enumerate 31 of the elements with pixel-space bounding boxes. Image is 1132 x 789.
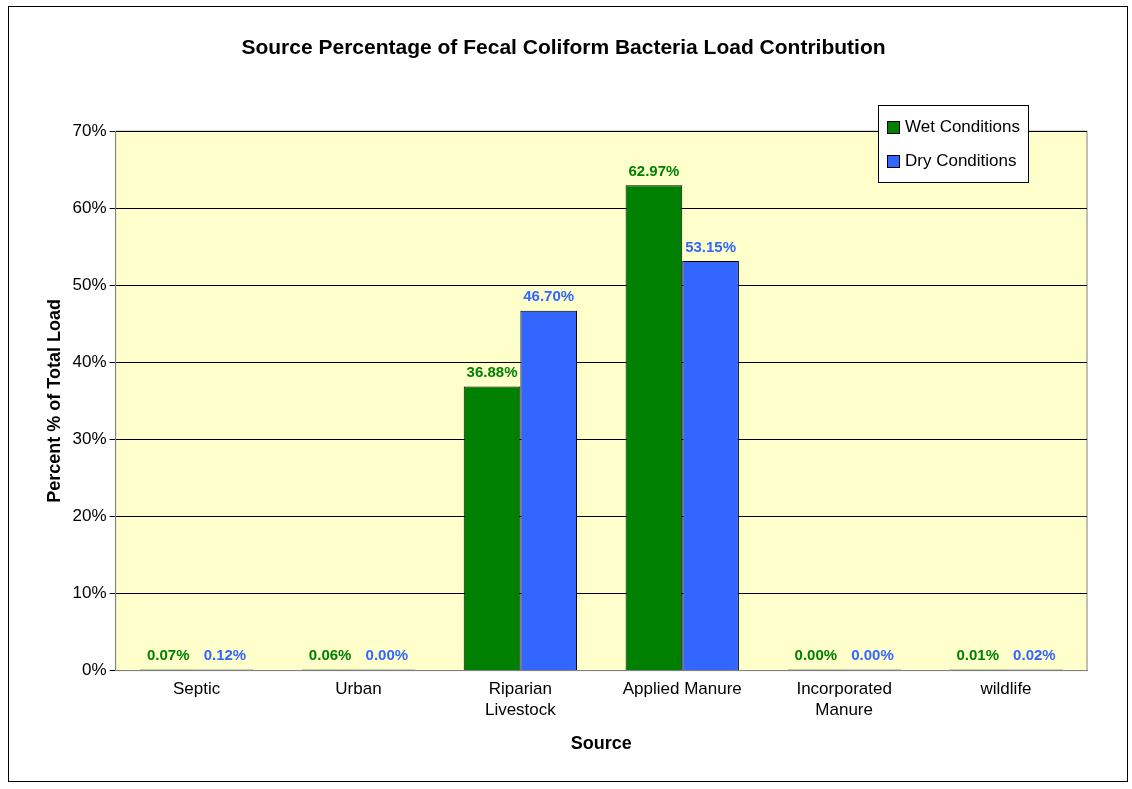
x-tick-label: Riparian Livestock [484, 679, 557, 719]
data-label: 0.00% [365, 646, 409, 664]
x-tick-label: Incorporated Manure [796, 679, 892, 719]
x-tick-label: Urban [335, 679, 382, 699]
x-tick-label: Septic [172, 679, 221, 699]
y-tick-label: 30% [72, 429, 107, 449]
y-tick-label: 60% [72, 197, 107, 217]
y-tick-label: 50% [72, 275, 107, 294]
data-label: 0.02% [1013, 646, 1056, 664]
data-label: 0.07% [146, 646, 190, 664]
legend-label: Dry Conditions [905, 151, 1017, 171]
y-tick-label: 70% [72, 120, 107, 140]
data-label: 0.06% [308, 646, 352, 664]
y-tick-label: 20% [72, 506, 107, 526]
data-label: 46.70% [523, 287, 575, 305]
x-axis-title: Source [570, 733, 632, 754]
data-label: 0.12% [203, 646, 247, 664]
chart-title: Source Percentage of Fecal Coliform Bacteria Load Contribution [241, 35, 886, 59]
x-tick-label: wildlife [979, 679, 1032, 699]
data-label: 36.88% [466, 363, 518, 381]
data-label: 62.97% [628, 162, 680, 180]
y-tick-label: 10% [72, 583, 107, 603]
data-label: 0.00% [794, 646, 838, 664]
data-label: 0.01% [956, 646, 999, 664]
legend-label: Wet Conditions [905, 117, 1020, 137]
y-tick-label: 0% [82, 660, 107, 680]
x-tick-label: Applied Manure [622, 679, 742, 699]
data-label: 0.00% [851, 646, 894, 664]
data-label: 53.15% [685, 237, 737, 255]
y-axis-title: Percent % of Total Load [43, 299, 64, 503]
y-tick-label: 40% [72, 352, 107, 372]
